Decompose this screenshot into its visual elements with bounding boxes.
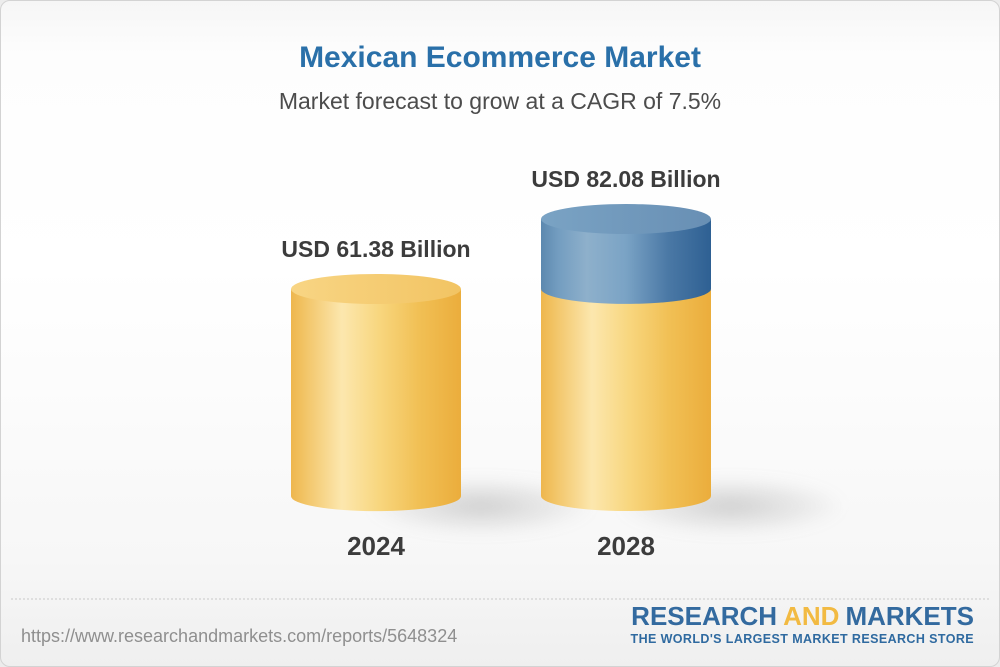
bar-chart: USD 61.38 Billion USD 82.08 Billion 2024… xyxy=(1,1,999,601)
logo-word-and: AND xyxy=(783,601,840,631)
report-url-link[interactable]: https://www.researchandmarkets.com/repor… xyxy=(21,626,458,646)
footer-divider xyxy=(11,598,989,600)
logo-word-markets: MARKETS xyxy=(845,601,974,631)
value-label-2028: USD 82.08 Billion xyxy=(531,166,721,192)
category-label-2028: 2028 xyxy=(597,531,655,561)
brand-logo-tagline: THE WORLD'S LARGEST MARKET RESEARCH STOR… xyxy=(630,632,974,646)
category-label-2024: 2024 xyxy=(347,531,405,561)
value-label-2024: USD 61.38 Billion xyxy=(281,235,471,262)
logo-word-research: RESEARCH xyxy=(631,601,778,631)
brand-logo-wordmark: RESEARCH AND MARKETS xyxy=(631,603,974,630)
page-subtitle: Market forecast to grow at a CAGR of 7.5… xyxy=(278,88,722,114)
brand-logo: RESEARCH AND MARKETS THE WORLD'S LARGEST M… xyxy=(631,603,974,647)
page-title: Mexican Ecommerce Market xyxy=(299,41,701,74)
